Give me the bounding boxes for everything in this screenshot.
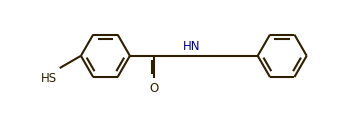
Text: HN: HN [183, 39, 201, 52]
Text: O: O [150, 81, 159, 94]
Text: HS: HS [41, 71, 57, 84]
